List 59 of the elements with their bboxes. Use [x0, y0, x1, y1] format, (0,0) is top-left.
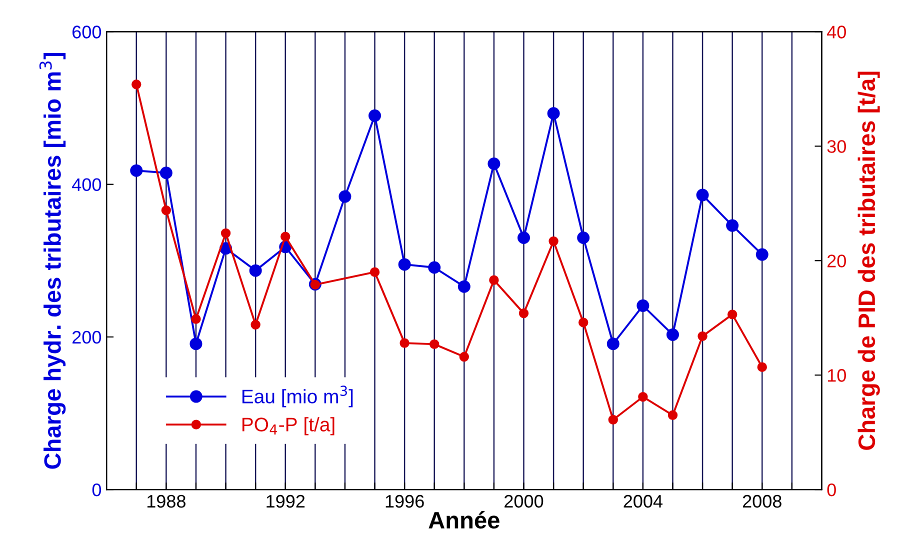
point: [698, 331, 708, 342]
point: [429, 339, 440, 350]
y-tick-label: 400: [72, 178, 102, 192]
point: [130, 164, 143, 177]
y-tick-label: 600: [72, 26, 102, 38]
y2-axis-title: Charge de PID des tributaires [t/a]: [858, 72, 880, 450]
point: [428, 261, 441, 274]
x-tick-label: 2004: [624, 494, 662, 508]
point: [726, 219, 739, 232]
y-axis-title: Charge hydr. des tributaires [mio m$^{3}$]: [39, 52, 66, 469]
point: [459, 352, 470, 362]
y2-tick-label: 20: [827, 254, 846, 268]
y-tick-label: 200: [72, 330, 102, 344]
point: [338, 190, 352, 203]
point: [578, 318, 588, 328]
x-axis-title: Année: [428, 511, 500, 529]
point: [370, 267, 380, 277]
point: [518, 232, 530, 244]
point: [191, 314, 201, 324]
point: [398, 258, 411, 271]
point: [548, 236, 558, 246]
point: [161, 205, 172, 216]
point: [608, 414, 618, 425]
point: [368, 109, 382, 122]
point: [696, 188, 709, 202]
x-tick-label: 2000: [504, 494, 544, 508]
x-tick-label: 1996: [386, 494, 424, 508]
point: [756, 248, 768, 261]
point: [488, 157, 500, 170]
point: [132, 80, 142, 90]
y2-tick-label: 30: [827, 140, 846, 153]
point: [547, 107, 560, 120]
point: [220, 228, 231, 238]
point: [636, 299, 650, 312]
y2-tick-label: 0: [827, 484, 836, 496]
y2-tick-label: 40: [827, 26, 846, 38]
point: [518, 308, 529, 318]
point: [668, 410, 678, 420]
point: [280, 232, 290, 242]
x-tick-label: 1992: [266, 494, 305, 508]
legend-label: Eau [mio m$^{3}$]: [242, 386, 353, 408]
point: [249, 264, 262, 277]
x-tick-label: 2008: [742, 494, 782, 508]
x-tick-label: 1988: [147, 494, 186, 508]
point: [458, 280, 470, 293]
point: [400, 338, 410, 348]
point: [489, 275, 499, 285]
point: [727, 310, 738, 320]
y-tick-label: 0: [92, 484, 102, 496]
point: [160, 166, 172, 180]
point: [638, 392, 648, 402]
point: [666, 328, 679, 341]
point: [250, 320, 260, 330]
point: [757, 362, 767, 372]
point: [577, 232, 590, 244]
legend-label: PO$_{4}$-P [t/a]: [242, 417, 334, 436]
y2-tick-label: 10: [828, 369, 846, 382]
point: [606, 338, 620, 350]
point: [190, 338, 202, 350]
